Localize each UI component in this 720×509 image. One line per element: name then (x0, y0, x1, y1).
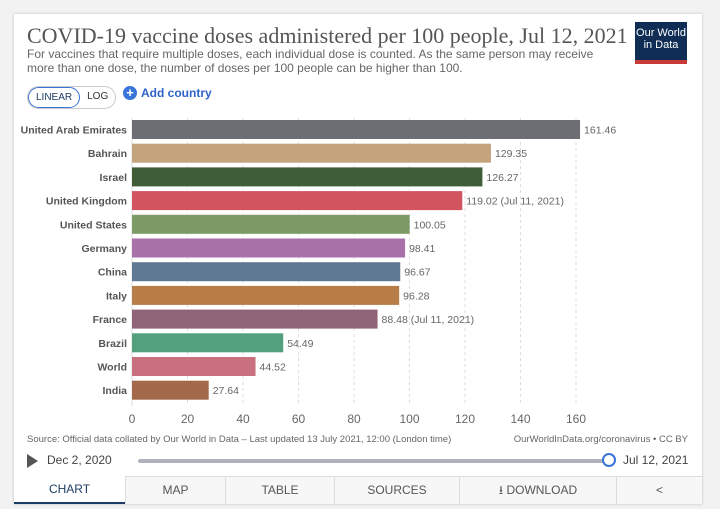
x-tick-label: 60 (292, 412, 306, 424)
source-note: Source: Official data collated by Our Wo… (27, 434, 452, 445)
x-tick-label: 140 (510, 412, 530, 424)
tab-chart[interactable]: CHART (14, 476, 125, 504)
chart-card: COVID-19 vaccine doses administered per … (14, 14, 702, 504)
tab-download[interactable]: ⭳ DOWNLOAD (459, 476, 616, 504)
chart-title: COVID-19 vaccine doses administered per … (27, 23, 628, 48)
bar (132, 309, 378, 329)
linear-button[interactable]: LINEAR (28, 87, 81, 108)
credit-link[interactable]: OurWorldInData.org/coronavirus • CC BY (513, 434, 688, 445)
value-label: 161.46 (584, 125, 616, 137)
download-icon: ⭳ (498, 483, 507, 497)
tab-sources[interactable]: SOURCES (334, 476, 459, 504)
category-label: Italy (106, 290, 127, 302)
tab-bar: CHART MAP TABLE SOURCES ⭳ DOWNLOAD < (14, 476, 702, 504)
category-label: Bahrain (88, 148, 127, 160)
timeline-track[interactable] (138, 459, 608, 463)
category-label: France (93, 314, 128, 326)
value-label: 100.05 (414, 219, 446, 231)
share-button[interactable]: < (616, 476, 702, 504)
category-label: Germany (81, 243, 127, 255)
timeline: Dec 2, 2020 Jul 12, 2021 (27, 452, 689, 470)
scale-toggle: LINEAR LOG (27, 86, 117, 109)
timeline-end: Jul 12, 2021 (623, 453, 689, 467)
x-tick-label: 40 (236, 412, 250, 424)
category-label: United States (60, 219, 127, 231)
share-icon: < (655, 483, 663, 497)
timeline-handle[interactable] (602, 453, 616, 467)
tab-table[interactable]: TABLE (225, 476, 334, 504)
owid-logo[interactable]: Our World in Data (635, 22, 687, 64)
value-label: 126.27 (486, 172, 518, 184)
add-country-label: Add country (141, 86, 212, 100)
x-tick-label: 20 (181, 412, 195, 424)
bar (132, 214, 410, 234)
timeline-start: Dec 2, 2020 (47, 453, 112, 467)
value-label: 54.49 (287, 338, 313, 350)
plus-icon: + (123, 86, 137, 100)
tab-map[interactable]: MAP (125, 476, 225, 504)
bar (132, 285, 400, 305)
x-tick-label: 100 (399, 412, 419, 424)
bar (132, 120, 581, 139)
x-tick-label: 80 (347, 412, 361, 424)
value-label: 44.52 (260, 362, 286, 374)
bar (132, 143, 491, 163)
value-label: 96.67 (404, 267, 430, 279)
chart-subtitle: For vaccines that require multiple doses… (27, 47, 594, 75)
category-label: United Kingdom (46, 196, 127, 208)
x-tick-label: 0 (129, 412, 136, 424)
category-label: Israel (100, 172, 128, 184)
value-label: 129.35 (495, 148, 527, 160)
bar (132, 167, 483, 187)
x-tick-label: 160 (566, 412, 586, 424)
value-label: 119.02 (Jul 11, 2021) (466, 196, 564, 208)
log-button[interactable]: LOG (87, 91, 109, 102)
category-label: Brazil (98, 338, 127, 350)
category-label: China (98, 267, 127, 279)
add-country-button[interactable]: + Add country (123, 86, 212, 100)
value-label: 88.48 (Jul 11, 2021) (382, 314, 475, 326)
category-label: United Arab Emirates (21, 125, 128, 137)
play-icon[interactable] (27, 454, 38, 468)
value-label: 27.64 (213, 385, 239, 397)
bar-chart: 0 20 40 60 80 100 120 140 160 United Arab Emirate… (21, 118, 616, 424)
value-label: 98.41 (409, 243, 435, 255)
value-label: 96.28 (403, 290, 429, 302)
bar (132, 262, 401, 282)
bar (132, 333, 284, 353)
bar (132, 380, 209, 400)
bar (132, 238, 406, 258)
bar (132, 357, 256, 376)
download-label: DOWNLOAD (506, 483, 578, 497)
category-label: India (102, 385, 127, 397)
bar (132, 191, 463, 211)
category-label: World (97, 362, 127, 374)
x-tick-label: 120 (455, 412, 475, 424)
